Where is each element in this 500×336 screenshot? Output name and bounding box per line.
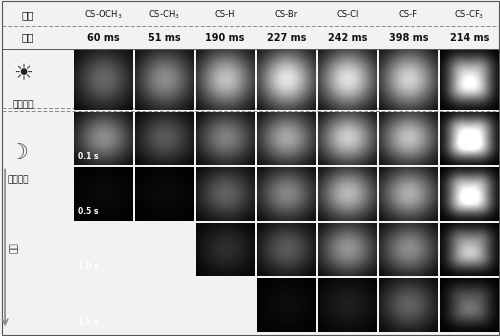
Text: 0.1 s: 0.1 s — [78, 152, 98, 161]
Text: CS-Br: CS-Br — [274, 10, 298, 19]
Text: 190 ms: 190 ms — [206, 33, 245, 43]
Text: 0.5 s: 0.5 s — [78, 207, 98, 216]
Text: 60 ms: 60 ms — [86, 33, 120, 43]
Text: CS-Cl: CS-Cl — [336, 10, 358, 19]
Text: CS-OCH$_3$: CS-OCH$_3$ — [84, 8, 122, 21]
Text: 51 ms: 51 ms — [148, 33, 180, 43]
Text: ☀: ☀ — [13, 64, 33, 84]
Text: 242 ms: 242 ms — [328, 33, 367, 43]
Text: 紫外灯开: 紫外灯开 — [12, 100, 34, 110]
Text: 时间: 时间 — [10, 243, 18, 253]
Text: 227 ms: 227 ms — [266, 33, 306, 43]
Text: CS-F: CS-F — [399, 10, 418, 19]
Text: 214 ms: 214 ms — [450, 33, 489, 43]
Text: CS-CF$_3$: CS-CF$_3$ — [454, 8, 484, 21]
Text: 紫外灯关: 紫外灯关 — [8, 175, 29, 184]
Text: 简称: 简称 — [22, 10, 34, 20]
Text: 398 ms: 398 ms — [388, 33, 428, 43]
Text: 1.5 s: 1.5 s — [78, 318, 98, 327]
Text: CS-CH$_3$: CS-CH$_3$ — [148, 8, 180, 21]
Text: 1.0 s: 1.0 s — [78, 262, 98, 271]
Text: ☽: ☽ — [8, 143, 28, 163]
Text: CS-H: CS-H — [215, 10, 236, 19]
Text: 寿命: 寿命 — [22, 33, 34, 43]
